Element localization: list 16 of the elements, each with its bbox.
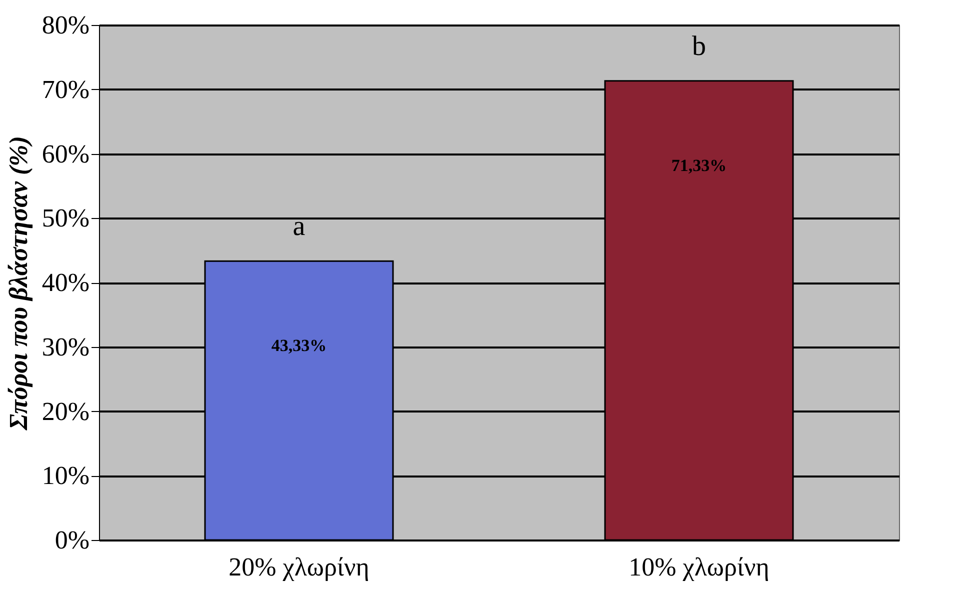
y-tick-label: 0% bbox=[54, 526, 90, 554]
x-tick-label: 20% χλωρίνη bbox=[228, 552, 370, 582]
y-tick-label: 50% bbox=[42, 204, 90, 233]
annotation: a bbox=[292, 211, 306, 242]
y-tick-label: 40% bbox=[42, 268, 90, 297]
y-tick-label: 10% bbox=[42, 461, 90, 490]
y-tick-label: 60% bbox=[42, 139, 90, 168]
y-tick-label: 20% bbox=[42, 396, 90, 426]
y-tick-label: 30% bbox=[42, 332, 90, 362]
annotation: b bbox=[692, 30, 706, 62]
y-axis-title: Σπόροι που βλάστησαν (%) bbox=[4, 136, 33, 431]
x-tick-label: 10% χλωρίνη bbox=[628, 552, 770, 582]
data-label: 71,33% bbox=[671, 156, 727, 175]
y-tick-label: 70% bbox=[42, 74, 90, 104]
y-tick-label: 80% bbox=[42, 10, 90, 40]
data-label: 43,33% bbox=[271, 336, 327, 356]
